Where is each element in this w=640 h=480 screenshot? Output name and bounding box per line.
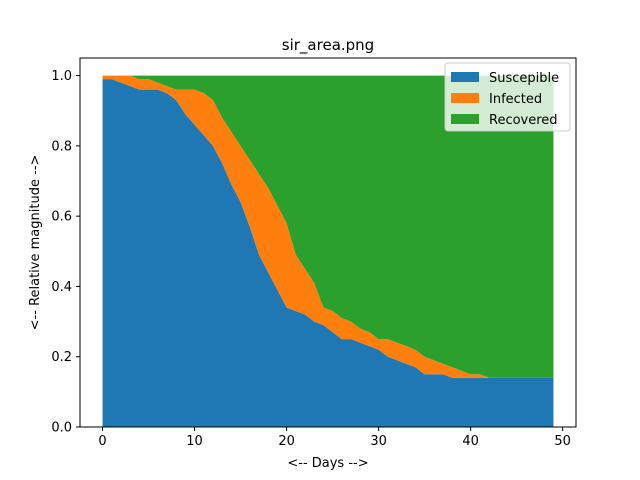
x-tick-label: 20 [278,434,295,449]
x-tick-label: 40 [462,434,479,449]
legend: Suscepible Infected Recovered [444,62,571,132]
x-axis-label: <-- Days --> [287,456,368,471]
x-tick-label: 0 [98,434,106,449]
y-axis-ticks: 0.0 0.2 0.4 0.6 0.8 1.0 [51,69,80,436]
y-tick-label: 0.2 [51,350,72,365]
legend-label-recovered: Recovered [489,113,558,128]
x-axis-ticks: 0 10 20 30 40 50 [98,427,571,449]
legend-label-suscepible: Suscepible [489,71,559,86]
legend-swatch-recovered [451,114,479,124]
legend-swatch-suscepible [451,72,479,82]
area-recovered [102,75,554,378]
legend-label-infected: Infected [489,92,542,107]
plot-frame [79,57,577,428]
y-tick-label: 0.0 [51,421,72,436]
x-tick-label: 50 [554,434,571,449]
legend-swatch-infected [451,93,479,103]
y-tick-label: 0.8 [51,139,72,154]
y-tick-label: 1.0 [51,69,72,84]
x-tick-label: 30 [370,434,387,449]
y-tick-label: 0.6 [51,210,72,225]
x-tick-label: 10 [186,434,203,449]
chart-title: sir_area.png [282,36,374,55]
area-suscepible [102,79,554,427]
stacked-areas [102,75,554,427]
y-axis-label: <-- Relative magnitude --> [28,155,43,331]
area-infected [102,75,554,378]
y-tick-label: 0.4 [51,280,72,295]
